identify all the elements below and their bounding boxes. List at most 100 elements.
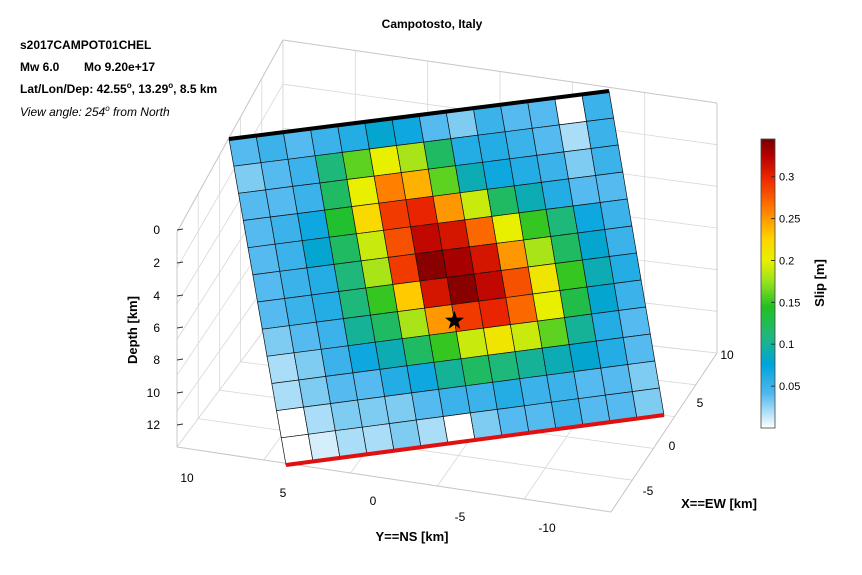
slip-cell [519, 374, 552, 407]
slip-cell [468, 243, 502, 275]
z-tick-mark [176, 358, 184, 361]
depth-suffix: , 8.5 km [173, 82, 217, 96]
slip-cell [298, 376, 331, 408]
event-info: s2017CAMPOT01CHEL Mw 6.0 Mo 9.20e+17 Lat… [20, 38, 217, 119]
slip-cell [396, 141, 429, 173]
slip-cell [324, 206, 357, 238]
slip-cell [558, 121, 592, 153]
slip-cell [482, 324, 516, 356]
slip-cell [586, 117, 619, 149]
slip-cell [378, 199, 412, 231]
slip-cell [509, 155, 542, 187]
slip-cell [374, 338, 408, 370]
slip-cell [260, 158, 294, 191]
x-axis-label: X==EW [km] [681, 496, 757, 511]
slip-cell [379, 365, 413, 397]
slip-cell [568, 340, 602, 372]
colorbar-tick-label: 0.2 [779, 255, 794, 267]
event-id: s2017CAMPOT01CHEL [20, 38, 151, 52]
slip-cell [387, 253, 421, 285]
fault-plane [228, 90, 665, 466]
slip-cell [455, 327, 489, 360]
x-tick-label: 0 [669, 439, 676, 453]
slip-cell [428, 331, 462, 363]
slip-cell [599, 198, 633, 230]
z-tick-mark [176, 228, 184, 231]
colorbar: 0.05 0.1 0.15 0.2 0.25 0.3 Slip [m] [760, 138, 827, 429]
slip-cell [446, 273, 480, 305]
slip-cell [414, 250, 448, 282]
slip-cell [537, 317, 570, 349]
colorbar-tick-label: 0.05 [779, 381, 800, 393]
slip-cell [284, 294, 317, 327]
slip-cell [514, 347, 548, 380]
slip-cell [532, 290, 565, 322]
slip-cell [568, 175, 601, 207]
slip-cell [360, 257, 394, 289]
colorbar-gradient [760, 138, 776, 429]
x-tick-label: 5 [697, 396, 704, 410]
slip-cell [384, 392, 417, 424]
slip-cell [357, 396, 390, 428]
slip-cell [427, 165, 461, 197]
slip-cell [383, 226, 416, 258]
z-axis-label: Depth [km] [125, 296, 140, 364]
slip-cell [478, 297, 511, 329]
slip-cell [330, 399, 363, 432]
slip-cell [590, 144, 624, 176]
slip-cell [242, 216, 276, 249]
view-angle: View angle: 254o from North [20, 104, 170, 119]
slip-cell [441, 246, 475, 278]
slip-cell [405, 195, 439, 228]
slip-cell [338, 287, 371, 319]
slip-cell [315, 318, 349, 350]
slip-cell [523, 236, 556, 268]
slip-cell [450, 134, 484, 167]
slip-cell [486, 185, 520, 217]
slip-cell [320, 345, 354, 377]
slip-cell [531, 124, 565, 156]
slip-cell [559, 286, 593, 318]
slip-cell [487, 351, 521, 383]
view-prefix: View angle: 254 [20, 105, 106, 119]
colorbar-tick-label: 0.25 [779, 214, 800, 226]
colorbar-tick-label: 0.15 [779, 297, 800, 309]
slip-cell [504, 127, 538, 160]
z-tick-label: 0 [153, 223, 160, 237]
slip-cell [252, 270, 286, 303]
slip-cell [423, 138, 456, 170]
axes-box [176, 103, 718, 513]
slip-cell [392, 280, 426, 312]
slip-cell [341, 148, 375, 180]
slip-cell [297, 209, 330, 242]
fault-bottom-edge [285, 413, 665, 467]
y-tick-label: 5 [280, 486, 287, 500]
slip-cell [437, 219, 470, 251]
slip-cell [464, 216, 497, 248]
slip-cell [550, 232, 583, 264]
slip-cell [400, 168, 434, 201]
slip-cell [455, 161, 488, 194]
y-tick-label: 0 [370, 494, 377, 508]
slip-cell [347, 341, 381, 374]
slip-cell [314, 152, 348, 184]
slip-cell [265, 186, 298, 218]
x-tick-label: -5 [643, 484, 654, 498]
fault-edges [228, 89, 665, 467]
slip-cell [608, 252, 642, 284]
slip-cell [581, 256, 615, 288]
lat-degree: o [127, 81, 132, 90]
slip-cell [293, 348, 327, 381]
chart-title: Campotosto, Italy [382, 17, 483, 31]
slip-cell [595, 171, 628, 203]
slip-cell [342, 314, 376, 347]
slip-cell [269, 213, 303, 245]
slip-cell [600, 364, 633, 396]
slip-cell [328, 233, 362, 265]
slip-cell [527, 263, 561, 295]
z-tick-label: 10 [147, 386, 161, 400]
slip-cell [513, 182, 547, 214]
slip-cell [325, 372, 359, 404]
z-tick-label: 2 [153, 256, 160, 270]
